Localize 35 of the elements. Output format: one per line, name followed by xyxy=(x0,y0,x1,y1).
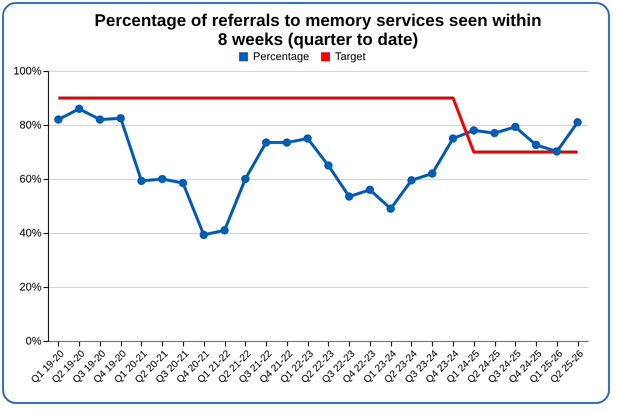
point xyxy=(490,128,499,138)
y-tick-label: 60% xyxy=(19,174,42,186)
point xyxy=(573,118,582,126)
point xyxy=(448,134,458,143)
point xyxy=(282,138,292,147)
point xyxy=(552,147,562,156)
y-tick-label: 20% xyxy=(19,282,42,294)
point xyxy=(241,174,250,184)
point xyxy=(386,204,395,213)
point xyxy=(137,176,146,186)
point xyxy=(54,115,63,124)
point xyxy=(532,140,540,150)
point xyxy=(116,114,125,122)
point xyxy=(511,122,520,132)
legend-label: Percentage xyxy=(253,50,310,63)
point xyxy=(428,169,436,178)
y-tick-label: 0% xyxy=(26,336,42,348)
point xyxy=(324,161,333,170)
point xyxy=(303,134,312,143)
point xyxy=(158,174,166,184)
y-tick-label: 100% xyxy=(13,66,42,78)
point xyxy=(470,126,478,135)
y-tick-label: 80% xyxy=(19,120,42,132)
point xyxy=(74,104,84,113)
point xyxy=(366,186,374,194)
y-tick-label: 40% xyxy=(19,228,42,240)
point xyxy=(96,115,104,124)
point xyxy=(200,230,208,240)
point xyxy=(407,176,416,185)
point xyxy=(344,192,354,201)
legend-label: Target xyxy=(335,50,366,63)
chart-title: Percentage of referrals to memory services seen within 8 weeks (quarter to date) xyxy=(94,11,542,49)
point xyxy=(178,178,188,188)
point xyxy=(220,226,229,234)
point xyxy=(262,138,270,147)
